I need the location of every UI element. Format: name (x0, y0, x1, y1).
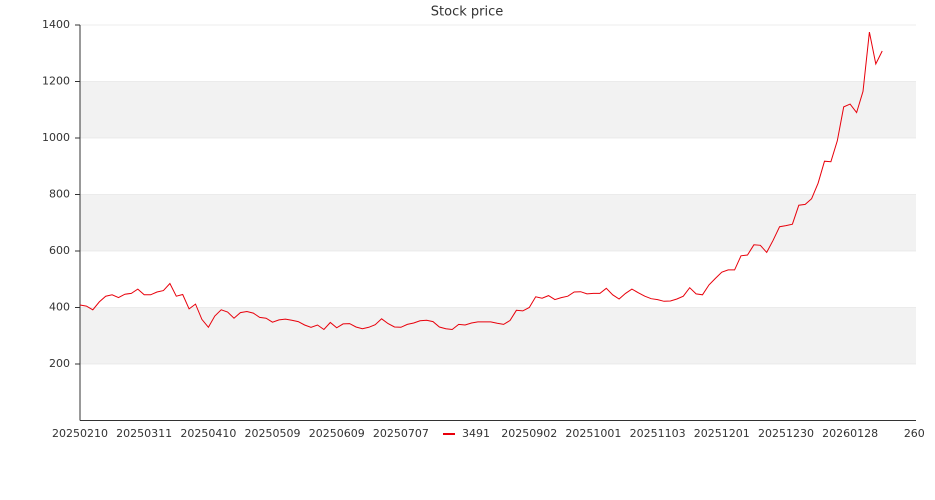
x-tick-label: 20250609 (309, 427, 365, 440)
x-tick-label: 20251201 (694, 427, 750, 440)
y-tick-label: 1400 (42, 18, 70, 31)
x-tick-label: 20250509 (245, 427, 301, 440)
x-tick-label: 20250902 (501, 427, 557, 440)
x-tick-label: 20251230 (758, 427, 814, 440)
grid-band (80, 307, 916, 364)
x-tick-label: 20250707 (373, 427, 429, 440)
grid-band (80, 81, 916, 138)
x-tick-label: 20250410 (180, 427, 236, 440)
y-tick-label: 800 (49, 188, 70, 201)
x-tick-label: 20251001 (565, 427, 621, 440)
y-tick-label: 200 (49, 357, 70, 370)
x-tick-label: 20251103 (630, 427, 686, 440)
x-tick-label: 20250210 (52, 427, 108, 440)
y-tick-label: 1000 (42, 131, 70, 144)
x-tick-label: 20260128 (822, 427, 878, 440)
legend-label: 3491 (462, 427, 490, 440)
legend-bg (460, 427, 492, 441)
x-tick-label: 20250311 (116, 427, 172, 440)
grid-band (80, 194, 916, 251)
price-line (79, 32, 883, 331)
y-tick-label: 400 (49, 301, 70, 314)
x-tick-label: 260 (904, 427, 925, 440)
chart-title: Stock price (431, 5, 503, 20)
y-tick-label: 1200 (42, 75, 70, 88)
y-tick-label: 600 (49, 244, 70, 257)
